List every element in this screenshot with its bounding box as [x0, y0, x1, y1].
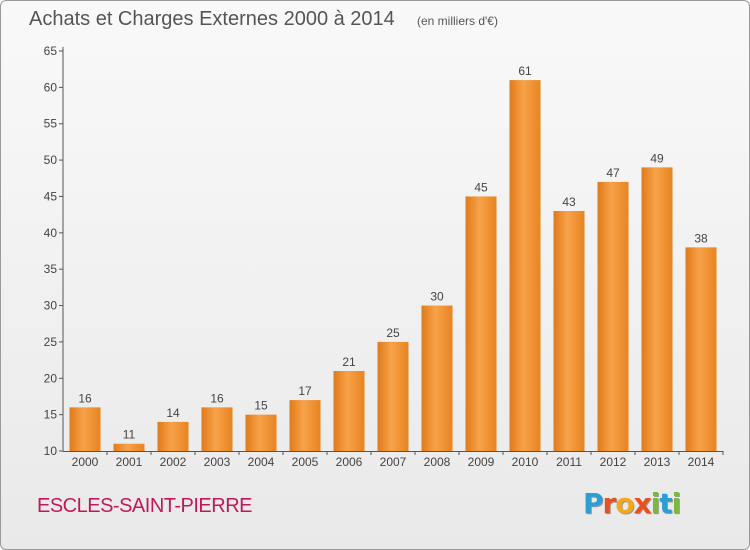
data-label: 43 — [562, 195, 576, 209]
x-tick-label: 2004 — [248, 455, 275, 469]
bar — [421, 305, 453, 451]
logo-letter: o — [615, 487, 634, 520]
proxiti-logo: Proxiti — [583, 487, 682, 520]
x-tick-label: 2001 — [116, 455, 143, 469]
x-tick-label: 2007 — [380, 455, 407, 469]
data-label: 16 — [210, 391, 224, 405]
y-tick-label: 30 — [44, 299, 58, 313]
x-tick-label: 2002 — [160, 455, 187, 469]
x-tick-label: 2009 — [468, 455, 495, 469]
y-tick-label: 40 — [44, 226, 58, 240]
bar — [553, 211, 585, 451]
data-label: 25 — [386, 326, 400, 340]
x-tick-label: 2014 — [688, 455, 715, 469]
data-label: 14 — [166, 406, 180, 420]
bar — [685, 247, 717, 451]
data-label: 47 — [606, 166, 620, 180]
x-tick-label: 2008 — [424, 455, 451, 469]
logo-letter: t — [659, 487, 672, 520]
data-label: 21 — [342, 355, 356, 369]
data-label: 61 — [518, 64, 532, 78]
data-label: 49 — [650, 151, 664, 165]
data-label: 16 — [78, 391, 92, 405]
x-tick-label: 2005 — [292, 455, 319, 469]
value-labels: 16 11 14 16 15 17 21 25 30 45 61 43 47 49 38 — [78, 64, 708, 442]
bars — [69, 80, 717, 451]
bar — [641, 167, 673, 451]
y-tick-label: 15 — [44, 408, 58, 422]
bar — [333, 371, 365, 451]
data-label: 45 — [474, 180, 488, 194]
bar — [245, 414, 277, 451]
logo-letter: r — [602, 487, 617, 520]
y-tick-label: 55 — [44, 117, 58, 131]
y-tick-label: 45 — [44, 189, 58, 203]
bar — [377, 341, 409, 451]
axes: 10 15 20 25 30 35 40 45 50 55 60 65 2000 2001 2002 2003… — [44, 44, 724, 469]
x-tick-label: 2006 — [336, 455, 363, 469]
chart-subtitle: (en milliers d'€) — [417, 14, 498, 28]
data-label: 38 — [694, 231, 708, 245]
logo-letter: P — [583, 487, 604, 520]
y-tick-label: 35 — [44, 262, 58, 276]
bar — [465, 196, 497, 451]
x-tick-label: 2003 — [204, 455, 231, 469]
commune-name: ESCLES-SAINT-PIERRE — [37, 495, 253, 517]
x-tick-label: 2011 — [556, 455, 582, 469]
bar — [509, 80, 541, 451]
bar — [157, 421, 189, 451]
y-tick-label: 10 — [44, 444, 58, 458]
data-label: 30 — [430, 290, 444, 304]
logo-letter: i — [671, 487, 682, 520]
y-tick-label: 25 — [44, 335, 58, 349]
y-tick-label: 65 — [44, 44, 58, 58]
bar — [201, 407, 233, 451]
logo-letter: i — [650, 487, 661, 520]
data-label: 15 — [254, 399, 268, 413]
y-tick-label: 50 — [44, 153, 58, 167]
chart-title: Achats et Charges Externes 2000 à 2014 — [29, 8, 395, 30]
x-tick-label: 2013 — [644, 455, 671, 469]
bar — [289, 400, 321, 451]
y-tick-label: 20 — [44, 371, 58, 385]
data-label: 11 — [123, 428, 136, 442]
x-tick-label: 2010 — [512, 455, 539, 469]
y-tick-label: 60 — [44, 80, 58, 94]
x-tick-label: 2012 — [600, 455, 627, 469]
data-label: 17 — [298, 384, 312, 398]
bar — [113, 443, 145, 451]
bar — [597, 181, 629, 451]
x-tick-label: 2000 — [72, 455, 99, 469]
logo-letter: x — [633, 487, 652, 520]
bar — [69, 407, 101, 451]
